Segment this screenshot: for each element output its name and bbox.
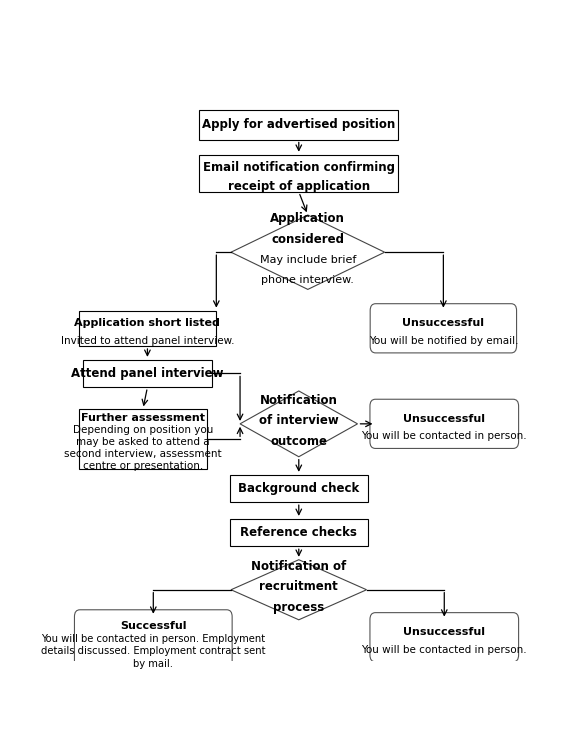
Text: Notification: Notification bbox=[260, 394, 338, 407]
Text: You will be contacted in person. Employment: You will be contacted in person. Employm… bbox=[41, 634, 265, 643]
Text: Application short listed: Application short listed bbox=[75, 318, 220, 328]
FancyBboxPatch shape bbox=[230, 519, 368, 546]
Text: process: process bbox=[273, 601, 324, 614]
Text: Depending on position you: Depending on position you bbox=[73, 425, 213, 435]
Text: outcome: outcome bbox=[271, 435, 327, 448]
Polygon shape bbox=[240, 391, 357, 457]
FancyBboxPatch shape bbox=[83, 360, 212, 387]
FancyBboxPatch shape bbox=[79, 409, 208, 470]
FancyBboxPatch shape bbox=[370, 304, 517, 353]
FancyBboxPatch shape bbox=[370, 399, 519, 449]
Text: Email notification confirming: Email notification confirming bbox=[203, 161, 395, 174]
Text: centre or presentation.: centre or presentation. bbox=[83, 461, 203, 471]
Text: phone interview.: phone interview. bbox=[261, 275, 354, 285]
Text: You will be contacted in person.: You will be contacted in person. bbox=[361, 431, 527, 441]
FancyBboxPatch shape bbox=[370, 613, 519, 662]
Text: Unsuccessful: Unsuccessful bbox=[403, 414, 485, 424]
Text: Unsuccessful: Unsuccessful bbox=[402, 318, 484, 328]
Text: details discussed. Employment contract sent: details discussed. Employment contract s… bbox=[41, 646, 265, 656]
Text: Invited to attend panel interview.: Invited to attend panel interview. bbox=[61, 336, 234, 345]
FancyBboxPatch shape bbox=[199, 110, 398, 140]
Text: May include brief: May include brief bbox=[259, 255, 356, 265]
Text: considered: considered bbox=[271, 233, 345, 245]
Text: Notification of: Notification of bbox=[251, 559, 346, 573]
Text: Reference checks: Reference checks bbox=[240, 526, 357, 539]
Text: recruitment: recruitment bbox=[259, 580, 338, 594]
Polygon shape bbox=[231, 559, 367, 620]
Text: of interview: of interview bbox=[259, 415, 339, 427]
Text: may be asked to attend a: may be asked to attend a bbox=[76, 437, 210, 447]
Text: Further assessment: Further assessment bbox=[81, 412, 205, 423]
Text: receipt of application: receipt of application bbox=[228, 180, 370, 192]
Text: Background check: Background check bbox=[238, 482, 359, 495]
Text: Attend panel interview: Attend panel interview bbox=[71, 367, 224, 380]
Text: second interview, assessment: second interview, assessment bbox=[64, 449, 222, 458]
Text: You will be contacted in person.: You will be contacted in person. bbox=[361, 645, 527, 655]
Polygon shape bbox=[231, 215, 385, 289]
Text: by mail.: by mail. bbox=[134, 659, 173, 669]
FancyBboxPatch shape bbox=[199, 155, 398, 192]
Text: Application: Application bbox=[271, 212, 345, 225]
Text: Successful: Successful bbox=[120, 620, 187, 631]
FancyBboxPatch shape bbox=[79, 311, 216, 346]
Text: Unsuccessful: Unsuccessful bbox=[403, 627, 485, 637]
FancyBboxPatch shape bbox=[230, 475, 368, 502]
Text: Apply for advertised position: Apply for advertised position bbox=[202, 118, 395, 131]
FancyBboxPatch shape bbox=[75, 610, 232, 675]
Text: You will be notified by email.: You will be notified by email. bbox=[368, 336, 518, 345]
